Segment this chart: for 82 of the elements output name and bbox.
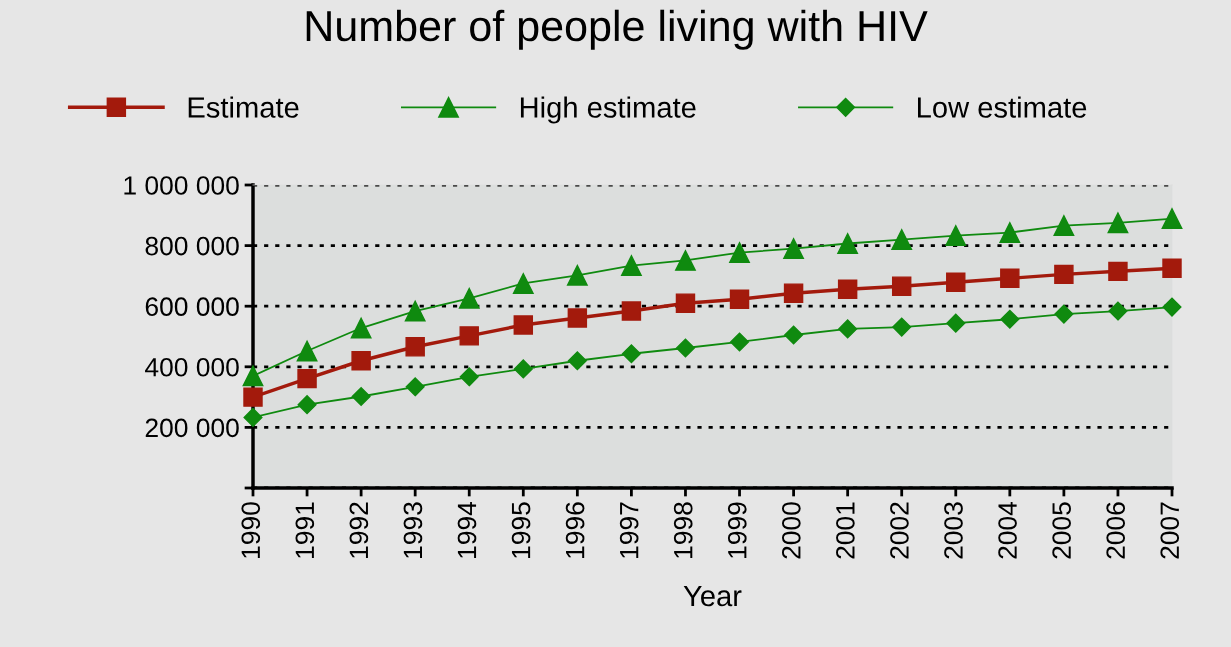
point <box>1108 301 1128 321</box>
point <box>784 325 804 345</box>
point <box>351 386 371 407</box>
x-tick-label: 2002 <box>890 502 909 559</box>
y-tick-label: 600 000 <box>145 297 239 317</box>
point <box>675 250 696 271</box>
x-tick-label: 1992 <box>349 502 369 558</box>
point <box>621 301 642 321</box>
y-tick-label: 1 000 000 <box>124 176 239 195</box>
point <box>459 367 479 387</box>
x-tick-label: 1996 <box>565 502 585 558</box>
point <box>297 368 317 389</box>
x-tick-label: 1990 <box>241 502 261 558</box>
point <box>1053 215 1075 237</box>
point <box>891 229 913 250</box>
point <box>243 407 263 427</box>
x-tick-label: 2007 <box>1160 502 1180 559</box>
x-tick-label: 1994 <box>457 501 477 558</box>
x-axis-title: Year <box>683 585 742 607</box>
point <box>783 283 804 303</box>
point <box>729 289 750 309</box>
point <box>945 225 967 247</box>
point <box>837 279 858 299</box>
legend-label: Low estimate <box>918 96 1087 118</box>
point <box>621 344 641 364</box>
point <box>242 365 264 387</box>
point <box>1054 264 1074 285</box>
point <box>297 395 317 415</box>
point <box>729 332 750 352</box>
point <box>513 315 534 335</box>
point <box>243 387 263 407</box>
x-tick-label: 1999 <box>727 502 747 558</box>
legend-label: High estimate <box>520 96 696 124</box>
point <box>891 276 912 296</box>
legend-label: Estimate <box>188 96 299 118</box>
point <box>1162 297 1182 317</box>
point <box>512 273 534 294</box>
point <box>1054 304 1074 324</box>
point <box>1161 208 1183 230</box>
point <box>567 308 588 328</box>
x-tick-label: 1998 <box>673 502 693 558</box>
point <box>946 272 966 292</box>
point <box>458 287 480 309</box>
x-tick-label: 2000 <box>781 502 801 559</box>
point <box>946 313 966 333</box>
point <box>620 255 642 277</box>
chart-title: Number of people living with HIV <box>306 9 928 50</box>
point <box>459 326 479 346</box>
point <box>1162 258 1182 279</box>
point <box>892 317 912 337</box>
point <box>1108 261 1128 282</box>
x-tick-label: 2001 <box>836 502 855 559</box>
y-tick-label: 800 000 <box>145 236 239 256</box>
point <box>405 377 425 397</box>
point <box>729 242 750 263</box>
y-tick-label: 400 000 <box>145 357 239 377</box>
point <box>296 340 318 362</box>
point <box>351 351 371 371</box>
x-tick-label: 1993 <box>403 502 423 558</box>
point <box>567 351 587 371</box>
point <box>513 359 533 379</box>
x-tick-label: 1997 <box>619 502 639 558</box>
point <box>838 319 858 339</box>
x-tick-label: 2003 <box>944 502 963 559</box>
point <box>350 317 372 339</box>
y-tick-label: 200 000 <box>145 418 239 438</box>
point <box>675 338 696 358</box>
point <box>405 337 425 357</box>
x-tick-label: 1995 <box>511 502 531 558</box>
x-tick-label: 2006 <box>1106 502 1126 559</box>
point <box>1000 309 1020 329</box>
x-tick-label: 2004 <box>998 501 1017 559</box>
point <box>566 264 588 286</box>
point <box>783 238 805 260</box>
point <box>1107 212 1129 234</box>
point <box>837 233 859 254</box>
x-tick-label: 2005 <box>1052 502 1071 559</box>
point <box>675 293 696 313</box>
point <box>1000 268 1020 289</box>
x-tick-label: 1991 <box>295 502 315 558</box>
point <box>404 300 426 322</box>
point <box>999 222 1021 243</box>
